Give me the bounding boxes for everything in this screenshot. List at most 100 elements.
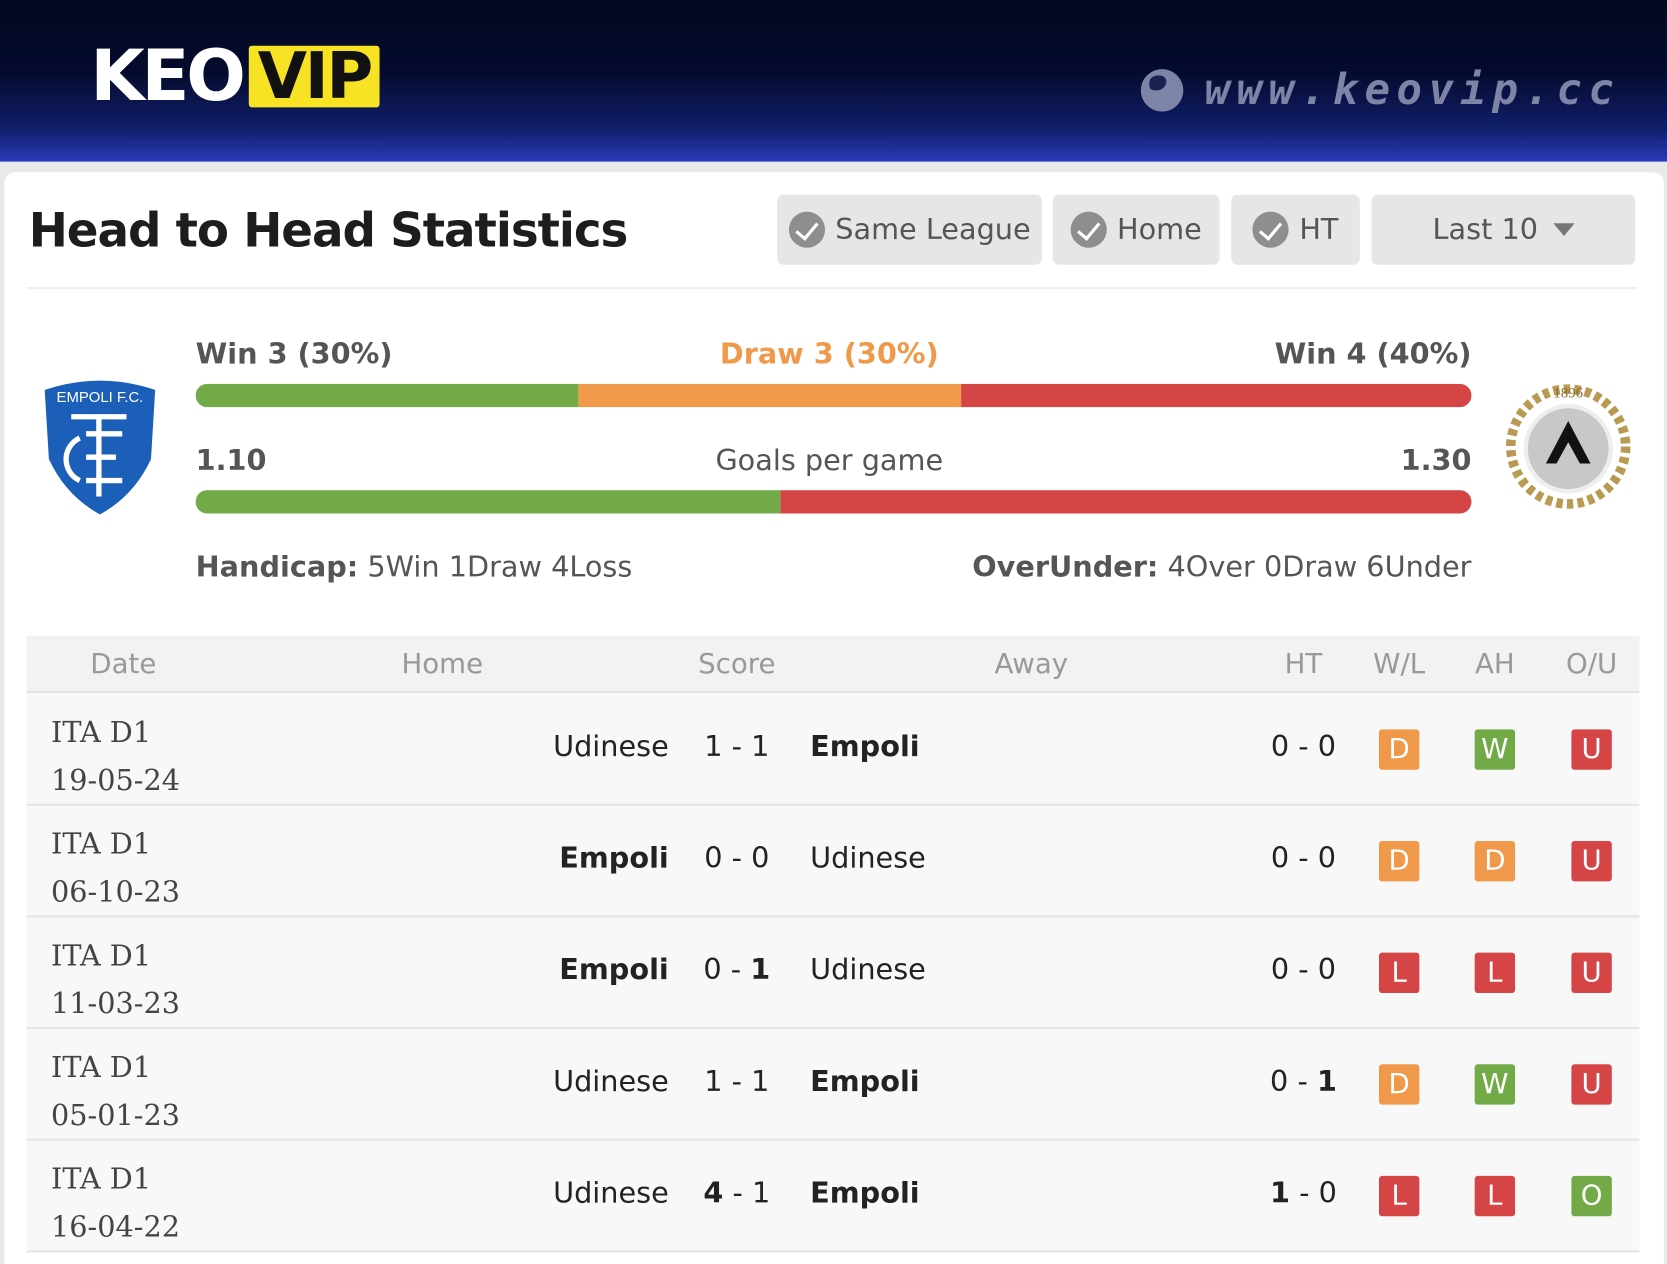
overunder-label: OverUnder: <box>972 550 1159 584</box>
away-score: 0 <box>751 842 770 876</box>
filter-label: HT <box>1299 213 1339 247</box>
ou-badge: U <box>1571 729 1612 770</box>
col-wl: W/L <box>1373 648 1426 681</box>
check-icon <box>788 211 825 248</box>
ht-filter[interactable]: HT <box>1231 194 1360 265</box>
logo-lettering: 1896 <box>1553 386 1583 402</box>
page-title: Head to Head Statistics <box>28 204 629 259</box>
away-team[interactable]: Udinese <box>810 842 926 876</box>
handicap-value: 5Win 1Draw 4Loss <box>367 550 633 584</box>
filter-label: Same League <box>835 213 1031 247</box>
wl-badge: D <box>1378 1064 1420 1105</box>
handicap-summary: Handicap: 5Win 1Draw 4Loss <box>196 551 633 584</box>
away-win-segment <box>961 383 1472 408</box>
handicap-label: Handicap: <box>195 550 359 584</box>
table-row[interactable]: ITA D1 19-05-24 Udinese 1 - 1 Empoli 0 - … <box>26 694 1640 806</box>
ht-score: 0 - 0 <box>1270 730 1337 764</box>
home-score: 1 <box>704 1065 723 1099</box>
date: 11-03-23 <box>51 987 181 1021</box>
ht-home-score: 0 <box>1270 953 1290 987</box>
ah-badge: L <box>1474 1175 1516 1217</box>
table-row[interactable]: ITA D1 16-04-22 Udinese 4 - 1 Empoli 1 - … <box>26 1140 1640 1253</box>
home-team[interactable]: Udinese <box>553 1176 669 1210</box>
ou-badge: U <box>1571 1064 1612 1105</box>
divider <box>26 287 1638 290</box>
check-icon <box>1252 211 1289 248</box>
wl-badge: D <box>1378 840 1420 882</box>
score: 0 - 0 <box>704 842 770 876</box>
away-score: 1 <box>751 1065 770 1099</box>
goals-per-game-label: Goals per game <box>715 444 944 478</box>
ht-score: 0 - 0 <box>1270 842 1337 876</box>
ou-badge: U <box>1571 952 1612 994</box>
ht-away-score: 0 <box>1317 953 1337 987</box>
site-url-text: www.keovip.cc <box>1204 65 1621 115</box>
home-score: 0 <box>704 842 723 876</box>
table-row[interactable]: ITA D1 05-01-23 Udinese 1 - 1 Empoli 0 - … <box>26 1029 1640 1141</box>
logo-badge: VIP <box>249 45 380 108</box>
ou-badge: O <box>1571 1175 1612 1217</box>
away-score: 1 <box>751 730 770 764</box>
same-league-filter[interactable]: Same League <box>777 194 1042 265</box>
ht-home-score: 1 <box>1270 1176 1291 1210</box>
away-score: 1 <box>750 953 771 987</box>
match-date: ITA D1 06-10-23 <box>51 821 180 917</box>
ht-home-score: 0 <box>1270 842 1290 876</box>
wl-badge: L <box>1378 952 1420 994</box>
site-header: KEO VIP www.keovip.cc <box>0 0 1667 162</box>
away-goals-value: 1.30 <box>1400 444 1472 478</box>
overunder-summary: OverUnder: 4Over 0Draw 6Under <box>972 551 1471 584</box>
caret-down-icon <box>1552 223 1575 237</box>
udinese-logo: 1896 <box>1506 384 1631 509</box>
home-score: 4 <box>703 1176 724 1210</box>
away-team[interactable]: Empoli <box>810 1176 920 1210</box>
home-win-segment <box>195 383 579 408</box>
home-win-label: Win 3 (30%) <box>195 338 393 372</box>
home-goals-segment <box>195 490 781 514</box>
result-bar <box>195 383 1472 408</box>
ht-away-score: 0 <box>1318 1176 1337 1210</box>
table-row[interactable]: ITA D1 06-10-23 Empoli 0 - 0 Udinese 0 - … <box>26 805 1640 918</box>
draw-label: Draw 3 (30%) <box>719 338 939 372</box>
home-team[interactable]: Empoli <box>559 953 669 987</box>
h2h-card: Head to Head Statistics Same League Home… <box>4 172 1664 1264</box>
wl-badge: L <box>1378 1175 1420 1217</box>
league: ITA D1 <box>51 939 152 973</box>
wl-badge: D <box>1378 729 1420 770</box>
home-team[interactable]: Udinese <box>553 730 669 764</box>
ht-score: 1 - 0 <box>1270 1176 1337 1210</box>
ah-badge: W <box>1474 729 1516 770</box>
site-url: www.keovip.cc <box>1140 65 1621 115</box>
match-date: ITA D1 16-04-22 <box>51 1156 180 1252</box>
ht-home-score: 0 <box>1270 730 1290 764</box>
home-team[interactable]: Udinese <box>553 1065 669 1099</box>
league: ITA D1 <box>51 1163 152 1197</box>
league: ITA D1 <box>51 1051 152 1085</box>
league: ITA D1 <box>51 716 152 750</box>
keovip-logo[interactable]: KEO VIP <box>90 41 380 111</box>
last-matches-dropdown[interactable]: Last 10 <box>1371 194 1636 265</box>
col-ou: O/U <box>1565 648 1618 681</box>
goals-bar <box>195 490 1472 514</box>
filter-label: Home <box>1117 213 1202 247</box>
away-team[interactable]: Empoli <box>810 730 920 764</box>
col-score: Score <box>698 648 776 681</box>
date: 19-05-24 <box>51 764 181 798</box>
date: 05-01-23 <box>51 1099 181 1133</box>
away-win-label: Win 4 (40%) <box>1274 338 1472 372</box>
ht-score: 0 - 0 <box>1270 953 1337 987</box>
table-row[interactable]: ITA D1 11-03-23 Empoli 0 - 1 Udinese 0 - … <box>26 917 1640 1030</box>
date: 06-10-23 <box>51 876 181 910</box>
dropdown-value: Last 10 <box>1432 213 1539 247</box>
ht-away-score: 0 <box>1317 730 1337 764</box>
away-team[interactable]: Empoli <box>810 1065 920 1099</box>
ht-away-score: 0 <box>1317 842 1337 876</box>
ht-away-score: 1 <box>1316 1065 1337 1099</box>
home-team[interactable]: Empoli <box>559 842 669 876</box>
away-team[interactable]: Udinese <box>810 953 926 987</box>
match-date: ITA D1 11-03-23 <box>51 932 180 1028</box>
away-score: 1 <box>751 1176 771 1210</box>
home-goals-value: 1.10 <box>195 444 267 478</box>
empoli-logo: EMPOLI F.C. <box>42 378 158 517</box>
home-filter[interactable]: Home <box>1052 194 1220 265</box>
